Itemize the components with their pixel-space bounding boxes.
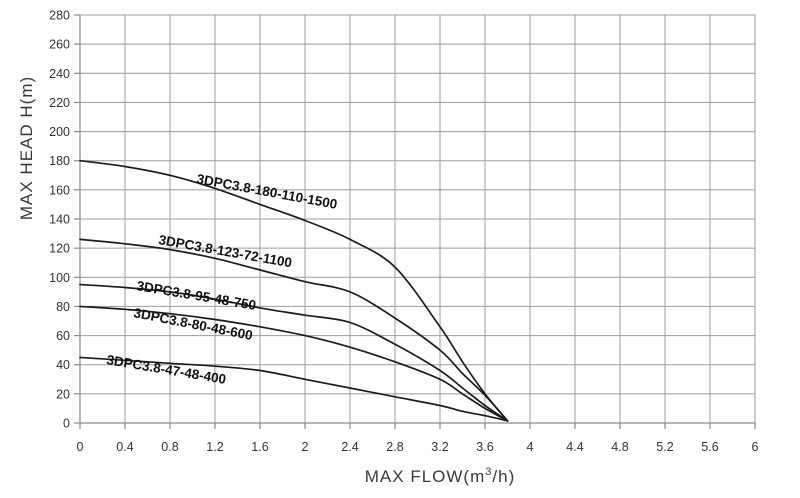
- pump-curve: [79, 238, 509, 422]
- pump-curve: [79, 305, 509, 422]
- x-tick-label: 4.8: [611, 440, 628, 454]
- y-tick-label: 200: [49, 125, 70, 139]
- y-tick-label: 260: [49, 38, 70, 52]
- x-tick-label: 5.6: [701, 440, 718, 454]
- y-tick-label: 120: [49, 242, 70, 256]
- y-tick-label: 60: [56, 329, 70, 343]
- x-tick-label: 3.6: [476, 440, 493, 454]
- x-tick-label: 0.8: [161, 440, 178, 454]
- curves-layer: [79, 159, 509, 422]
- curve-label: 3DPC3.8-180-110-1500: [195, 171, 338, 212]
- pump-curve: [79, 283, 509, 422]
- x-axis-title: MAX FLOW(m3/h): [365, 466, 515, 486]
- x-tick-label: 0.4: [116, 440, 133, 454]
- y-tick-label: 20: [56, 387, 70, 401]
- y-tick-label: 180: [49, 154, 70, 168]
- curve-label-layer: 3DPC3.8-180-110-15003DPC3.8-123-72-11003…: [106, 171, 339, 387]
- y-tick-label: 160: [49, 183, 70, 197]
- y-tick-label: 100: [49, 271, 70, 285]
- x-tick-label: 2.8: [386, 440, 403, 454]
- x-tick-label: 3.2: [431, 440, 448, 454]
- curve-label: 3DPC3.8-95-48-750: [136, 278, 258, 313]
- x-tick-label: 4.4: [566, 440, 583, 454]
- y-tick-label: 140: [49, 213, 70, 227]
- x-tick-label: 1.6: [251, 440, 268, 454]
- y-tick-label: 40: [56, 358, 70, 372]
- pump-curve: [79, 159, 509, 422]
- y-tick-label: 240: [49, 67, 70, 81]
- tick-label-layer: 0204060801001201401601802002202402602800…: [49, 9, 758, 455]
- y-tick-label: 220: [49, 96, 70, 110]
- x-tick-label: 2.4: [341, 440, 358, 454]
- x-tick-label: 5.2: [656, 440, 673, 454]
- x-tick-label: 0: [77, 440, 84, 454]
- axis-layer: [74, 14, 756, 429]
- x-tick-label: 2: [302, 440, 309, 454]
- y-tick-label: 280: [49, 9, 70, 23]
- x-tick-label: 6: [752, 440, 759, 454]
- x-tick-label: 4: [527, 440, 534, 454]
- y-tick-label: 80: [56, 300, 70, 314]
- x-tick-label: 1.2: [206, 440, 223, 454]
- curve-label: 3DPC3.8-47-48-400: [106, 352, 228, 387]
- grid-layer: [79, 14, 756, 424]
- y-tick-label: 0: [63, 417, 70, 431]
- curve-label: 3DPC3.8-80-48-600: [132, 305, 253, 343]
- y-axis-title: MAX HEAD H(m): [17, 76, 36, 220]
- pump-curve: [79, 356, 509, 422]
